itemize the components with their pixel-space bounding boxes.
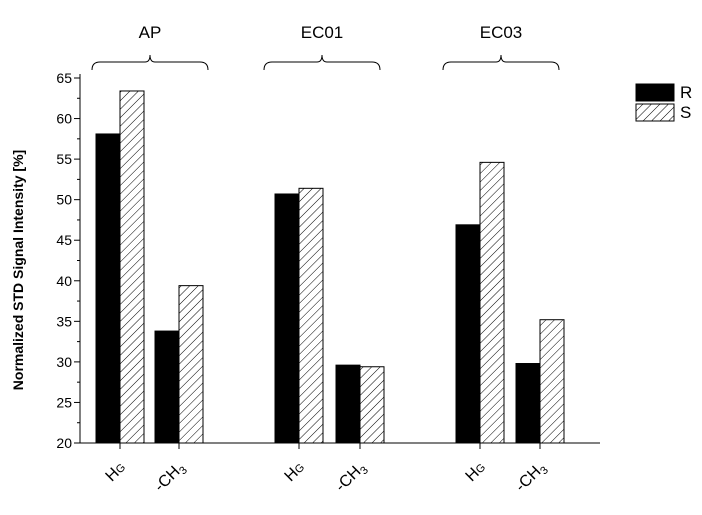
y-tick-label: 35 [56, 313, 72, 329]
bar-r-0 [95, 133, 121, 444]
legend-swatch-r [635, 83, 675, 102]
group-bracket-0 [91, 54, 209, 71]
category-label-text: -CH3 [512, 459, 551, 498]
y-tick-label: 30 [56, 354, 72, 370]
y-tick-label: 50 [56, 192, 72, 208]
group-label-0: AP [139, 23, 162, 42]
bar-s-2 [298, 187, 324, 444]
y-tick-label: 40 [56, 273, 72, 289]
category-label-text: HG [282, 459, 308, 485]
bar-s-0 [119, 90, 145, 444]
y-tick-label: 25 [56, 394, 72, 410]
category-label-4: HG [463, 459, 489, 485]
legend-label-s: S [680, 103, 691, 122]
group-label-1: EC01 [301, 23, 344, 42]
bar-r-5 [515, 363, 541, 444]
group-brackets: AP EC01 EC03 [91, 23, 560, 71]
bar-r-2 [274, 193, 300, 444]
category-label-text: HG [103, 459, 129, 485]
y-axis: 20 25 30 35 40 45 50 55 60 65 [56, 70, 81, 451]
bar-s-4 [479, 161, 505, 444]
legend-swatch-s [635, 103, 675, 122]
category-label-text: -CH3 [151, 459, 190, 498]
category-label-2: HG [282, 459, 308, 485]
y-tick-label: 55 [56, 151, 72, 167]
bar-r-4 [455, 224, 481, 444]
legend-label-r: R [680, 83, 692, 102]
y-axis-label: Normalized STD Signal Intensity [%] [10, 150, 26, 390]
bar-s-1 [178, 285, 204, 444]
bar-s-3 [359, 366, 385, 444]
category-label-text: -CH3 [332, 459, 371, 498]
y-tick-label: 20 [56, 435, 72, 451]
bar-s-5 [539, 319, 565, 444]
y-tick-label: 45 [56, 232, 72, 248]
bars [95, 90, 565, 444]
category-label-3: -CH3 [332, 459, 371, 498]
x-axis [80, 442, 600, 449]
legend: R S [635, 83, 692, 122]
category-labels: HG -CH3 HG -CH3 HG -CH3 [103, 459, 551, 498]
group-label-2: EC03 [480, 23, 523, 42]
category-label-0: HG [103, 459, 129, 485]
category-label-text: HG [463, 459, 489, 485]
category-label-5: -CH3 [512, 459, 551, 498]
bar-r-1 [154, 330, 180, 444]
y-tick-label: 60 [56, 111, 72, 127]
group-bracket-2 [442, 54, 560, 71]
group-bracket-1 [263, 54, 381, 71]
bar-r-3 [335, 364, 361, 444]
y-tick-label: 65 [56, 70, 72, 86]
category-label-1: -CH3 [151, 459, 190, 498]
